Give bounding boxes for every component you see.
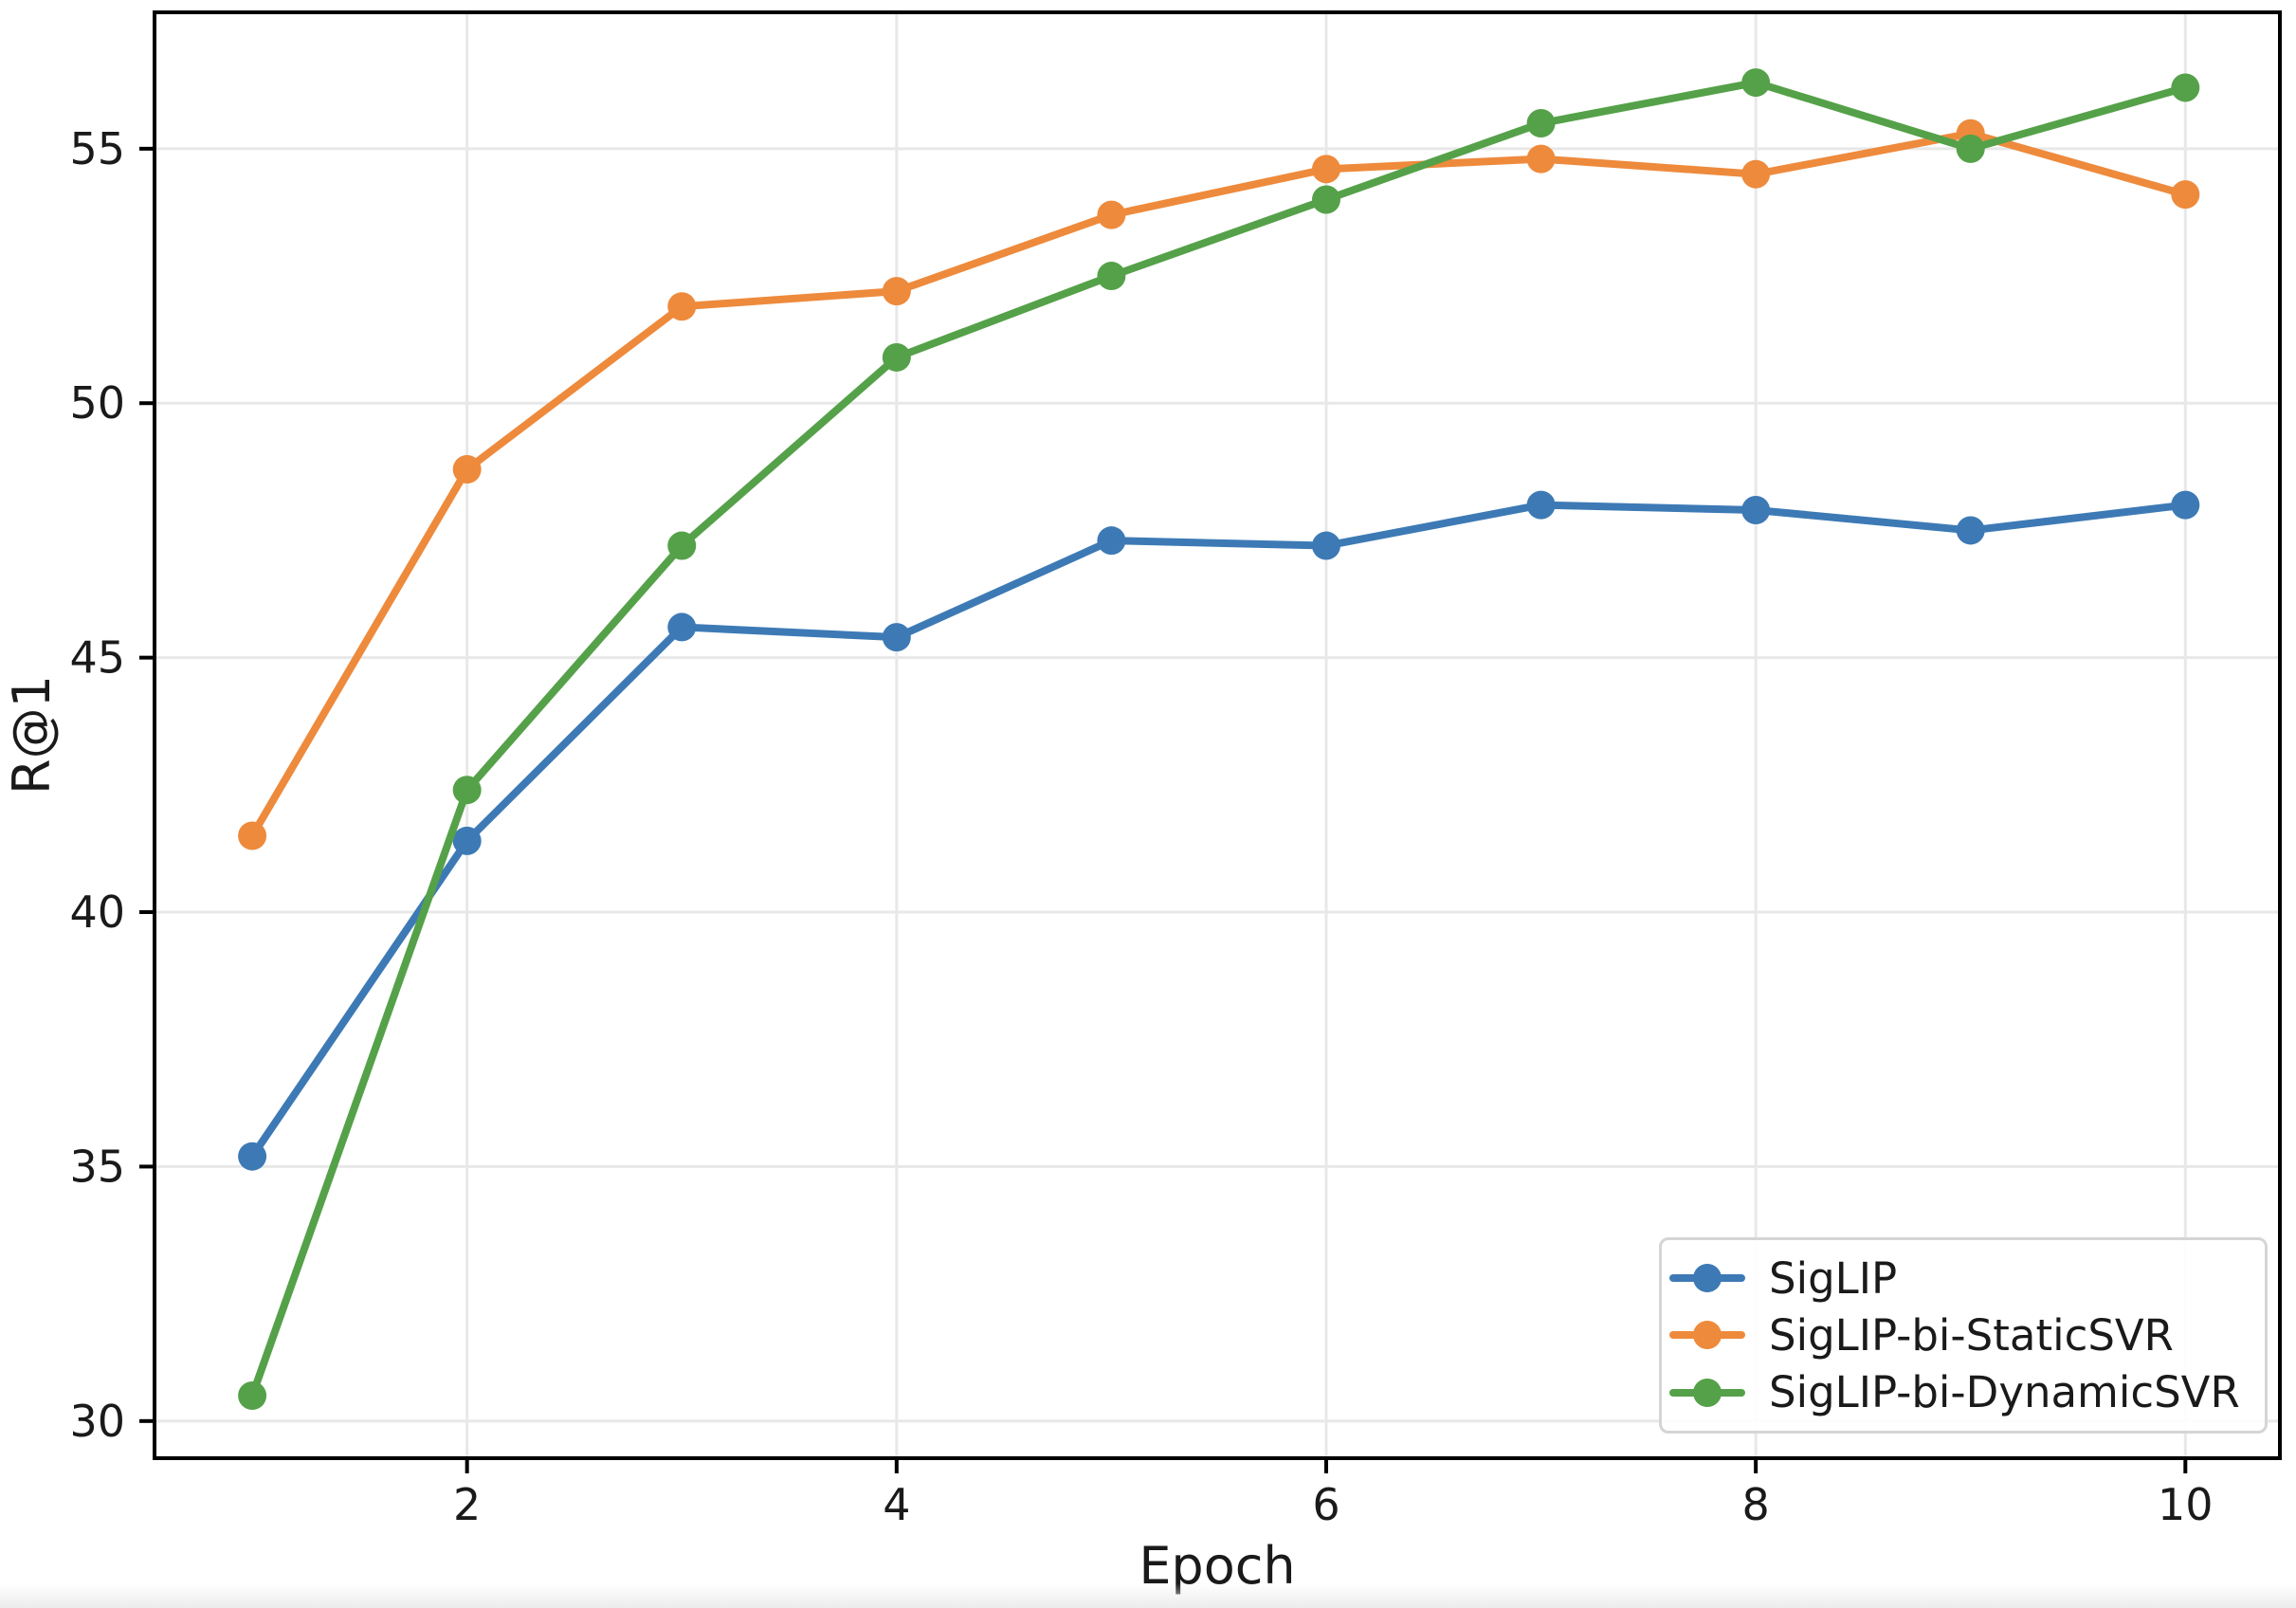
y-tick-label: 55: [69, 123, 125, 174]
data-point: [1097, 200, 1126, 229]
legend: SigLIP SigLIP-bi-StaticSVR SigLIP-bi-Dynam…: [1659, 1237, 2268, 1434]
data-point: [1956, 516, 1985, 545]
x-tick-label: 8: [1742, 1479, 1770, 1530]
legend-item: SigLIP-bi-StaticSVR: [1669, 1306, 2255, 1363]
bottom-edge-shade: [0, 1583, 2296, 1608]
axes: [139, 10, 2282, 1473]
y-tick-label: 35: [69, 1141, 125, 1192]
legend-dot: [1693, 1378, 1722, 1407]
data-series: [238, 68, 2200, 1410]
data-point: [882, 277, 911, 306]
data-point: [667, 612, 697, 642]
data-point: [882, 623, 911, 652]
legend-label: SigLIP-bi-StaticSVR: [1769, 1309, 2174, 1361]
x-tick-label: 6: [1312, 1479, 1339, 1530]
data-point: [238, 821, 267, 850]
data-point: [1311, 531, 1340, 560]
x-tick-label: 4: [883, 1479, 910, 1530]
legend-item: SigLIP-bi-DynamicSVR: [1669, 1364, 2255, 1421]
data-point: [1097, 526, 1126, 556]
x-tick-label: 2: [453, 1479, 481, 1530]
gridlines: [155, 12, 2280, 1458]
legend-item: SigLIP: [1669, 1250, 2255, 1306]
y-axis-label: R@1: [2, 675, 62, 795]
y-tick-label: 30: [69, 1396, 125, 1447]
data-point: [1311, 155, 1340, 184]
legend-dot: [1693, 1264, 1722, 1293]
data-point: [1311, 185, 1340, 214]
data-point: [2171, 73, 2200, 102]
data-point: [1741, 68, 1771, 98]
data-point: [2171, 490, 2200, 520]
legend-line-marker: [1669, 1264, 1745, 1293]
series-line-SigLIP-bi-DynamicSVR: [248, 79, 2190, 1399]
data-point: [667, 531, 697, 560]
data-point: [238, 1380, 267, 1410]
data-point: [1741, 159, 1771, 189]
legend-label: SigLIP-bi-DynamicSVR: [1769, 1367, 2240, 1418]
data-point: [1956, 134, 1985, 163]
series-line-SigLIP-bi-StaticSVR: [248, 129, 2190, 840]
data-point: [1741, 495, 1771, 524]
legend-dot: [1693, 1321, 1722, 1350]
y-tick-label: 40: [69, 886, 125, 938]
data-point: [2171, 180, 2200, 210]
data-point: [1097, 262, 1126, 291]
legend-line-marker: [1669, 1321, 1745, 1350]
data-point: [1526, 144, 1556, 174]
data-point: [452, 826, 482, 855]
y-tick-label: 50: [69, 377, 125, 429]
data-point: [452, 776, 482, 805]
plot-frame: [153, 10, 2282, 1460]
data-point: [238, 1142, 267, 1171]
tick-labels: 2 4 6 8 10 30 35 40 45 50 55: [69, 123, 2213, 1530]
data-point: [882, 342, 911, 372]
legend-label: SigLIP: [1769, 1252, 1898, 1304]
data-point: [1526, 490, 1556, 520]
legend-line-marker: [1669, 1378, 1745, 1407]
data-point: [452, 455, 482, 484]
data-point: [667, 292, 697, 321]
x-tick-label: 10: [2158, 1479, 2214, 1530]
data-point: [1526, 109, 1556, 138]
series-line-SigLIP: [248, 501, 2190, 1160]
y-tick-label: 45: [69, 632, 125, 684]
